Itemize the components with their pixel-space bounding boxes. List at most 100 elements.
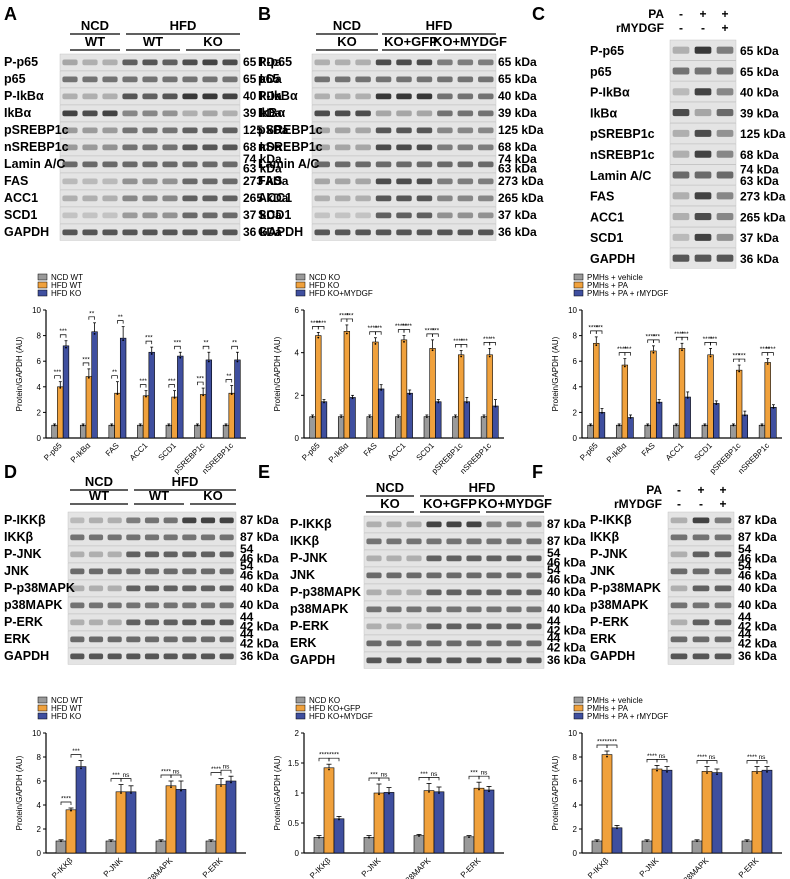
blot-band (375, 195, 392, 202)
significance-label: *** (681, 331, 689, 338)
data-point (368, 416, 371, 418)
blot-band (506, 640, 522, 647)
kda-label: 46 kDa (738, 569, 777, 583)
protein-label: P-IkBα (590, 86, 630, 100)
blot-band (692, 551, 710, 558)
blot-band (122, 212, 138, 219)
kda-label: 265 kDa (498, 191, 544, 205)
blot-band (486, 521, 502, 528)
data-point (53, 424, 56, 427)
blot-band (692, 653, 710, 660)
y-tick-label: 4 (295, 349, 300, 358)
kda-label: 74 kDa (498, 152, 537, 166)
significance-bracket (120, 778, 132, 782)
blot-band (396, 127, 412, 134)
blot-band (182, 517, 197, 524)
significance-label: ns (223, 764, 231, 771)
significance-label: ns (659, 753, 667, 760)
blot-band (142, 93, 158, 100)
data-point (488, 355, 491, 358)
blot-band (219, 568, 234, 575)
blot-band (126, 568, 141, 575)
x-tick-label: FAS (640, 441, 657, 458)
bar (234, 359, 241, 439)
blot-band (457, 76, 474, 83)
bar (55, 840, 67, 854)
blot-band (406, 606, 422, 613)
bar (377, 388, 385, 439)
bar (205, 840, 217, 854)
blot-band (88, 551, 104, 558)
kda-label: 40 kDa (240, 581, 279, 595)
significance-label: *** (168, 378, 176, 385)
bar (199, 394, 207, 439)
blot-band (526, 521, 542, 528)
blot-band (162, 178, 178, 185)
significance-label: ns (173, 769, 181, 776)
significance-bracket (220, 769, 232, 774)
blot-band (314, 110, 330, 117)
blot-band (122, 178, 138, 185)
kda-label: 42 kDa (738, 637, 777, 651)
significance-label: ** (203, 340, 209, 347)
blot-band (526, 538, 542, 545)
blot-band (426, 572, 442, 579)
blot-band (526, 623, 542, 630)
legend-swatch (295, 273, 306, 281)
significance-label: ns (123, 772, 131, 779)
treatment-label: rMYDGF (614, 497, 662, 511)
blot-band (162, 110, 178, 117)
legend-swatch (37, 704, 48, 712)
blot-band (62, 59, 78, 66)
bar (114, 392, 121, 439)
blot-band (714, 585, 732, 592)
significance-bracket (317, 326, 325, 330)
blot-band (122, 59, 138, 66)
bar (758, 424, 766, 439)
blot-band (182, 93, 198, 100)
blot-band (126, 534, 141, 541)
data-point (454, 416, 457, 418)
treatment-mark: - (677, 483, 681, 497)
kda-label: 39 kDa (740, 106, 779, 120)
protein-label: GAPDH (590, 649, 635, 663)
blot-band (446, 623, 462, 630)
data-point (65, 346, 67, 349)
significance-label: **** (674, 331, 685, 338)
y-tick-label: 10 (32, 729, 41, 738)
data-point (230, 393, 233, 395)
blot-band (716, 150, 734, 158)
blot-band (222, 178, 238, 185)
protein-label: Lamin A/C (258, 157, 319, 171)
significance-bracket (231, 345, 238, 350)
bar (142, 395, 150, 439)
y-tick-label: 2 (573, 825, 578, 834)
bar (313, 837, 325, 854)
kda-label: 36 kDa (547, 653, 586, 667)
blot-band (62, 110, 78, 117)
significance-bracket (225, 379, 233, 383)
blot-band (355, 110, 371, 117)
kda-label: 54 (240, 542, 254, 556)
x-tick-label: P-IKKβ (50, 856, 75, 879)
blot-band (396, 76, 412, 83)
blot-band (506, 538, 522, 545)
blot-band (446, 640, 462, 647)
blot-band (219, 551, 234, 558)
kda-label: 54 (738, 559, 752, 573)
legend-label: HFD KO (51, 712, 81, 721)
protein-label: JNK (290, 568, 315, 582)
protein-label: ERK (4, 632, 30, 646)
bar (691, 840, 703, 854)
data-point (438, 792, 440, 794)
data-point (230, 781, 232, 784)
bar (423, 790, 435, 854)
y-tick-label: 0 (573, 849, 578, 858)
bar (598, 412, 606, 439)
bar (79, 424, 87, 439)
legend-swatch (295, 704, 306, 712)
blot-band (366, 640, 382, 647)
blot-band (122, 127, 138, 134)
data-point (465, 401, 468, 404)
